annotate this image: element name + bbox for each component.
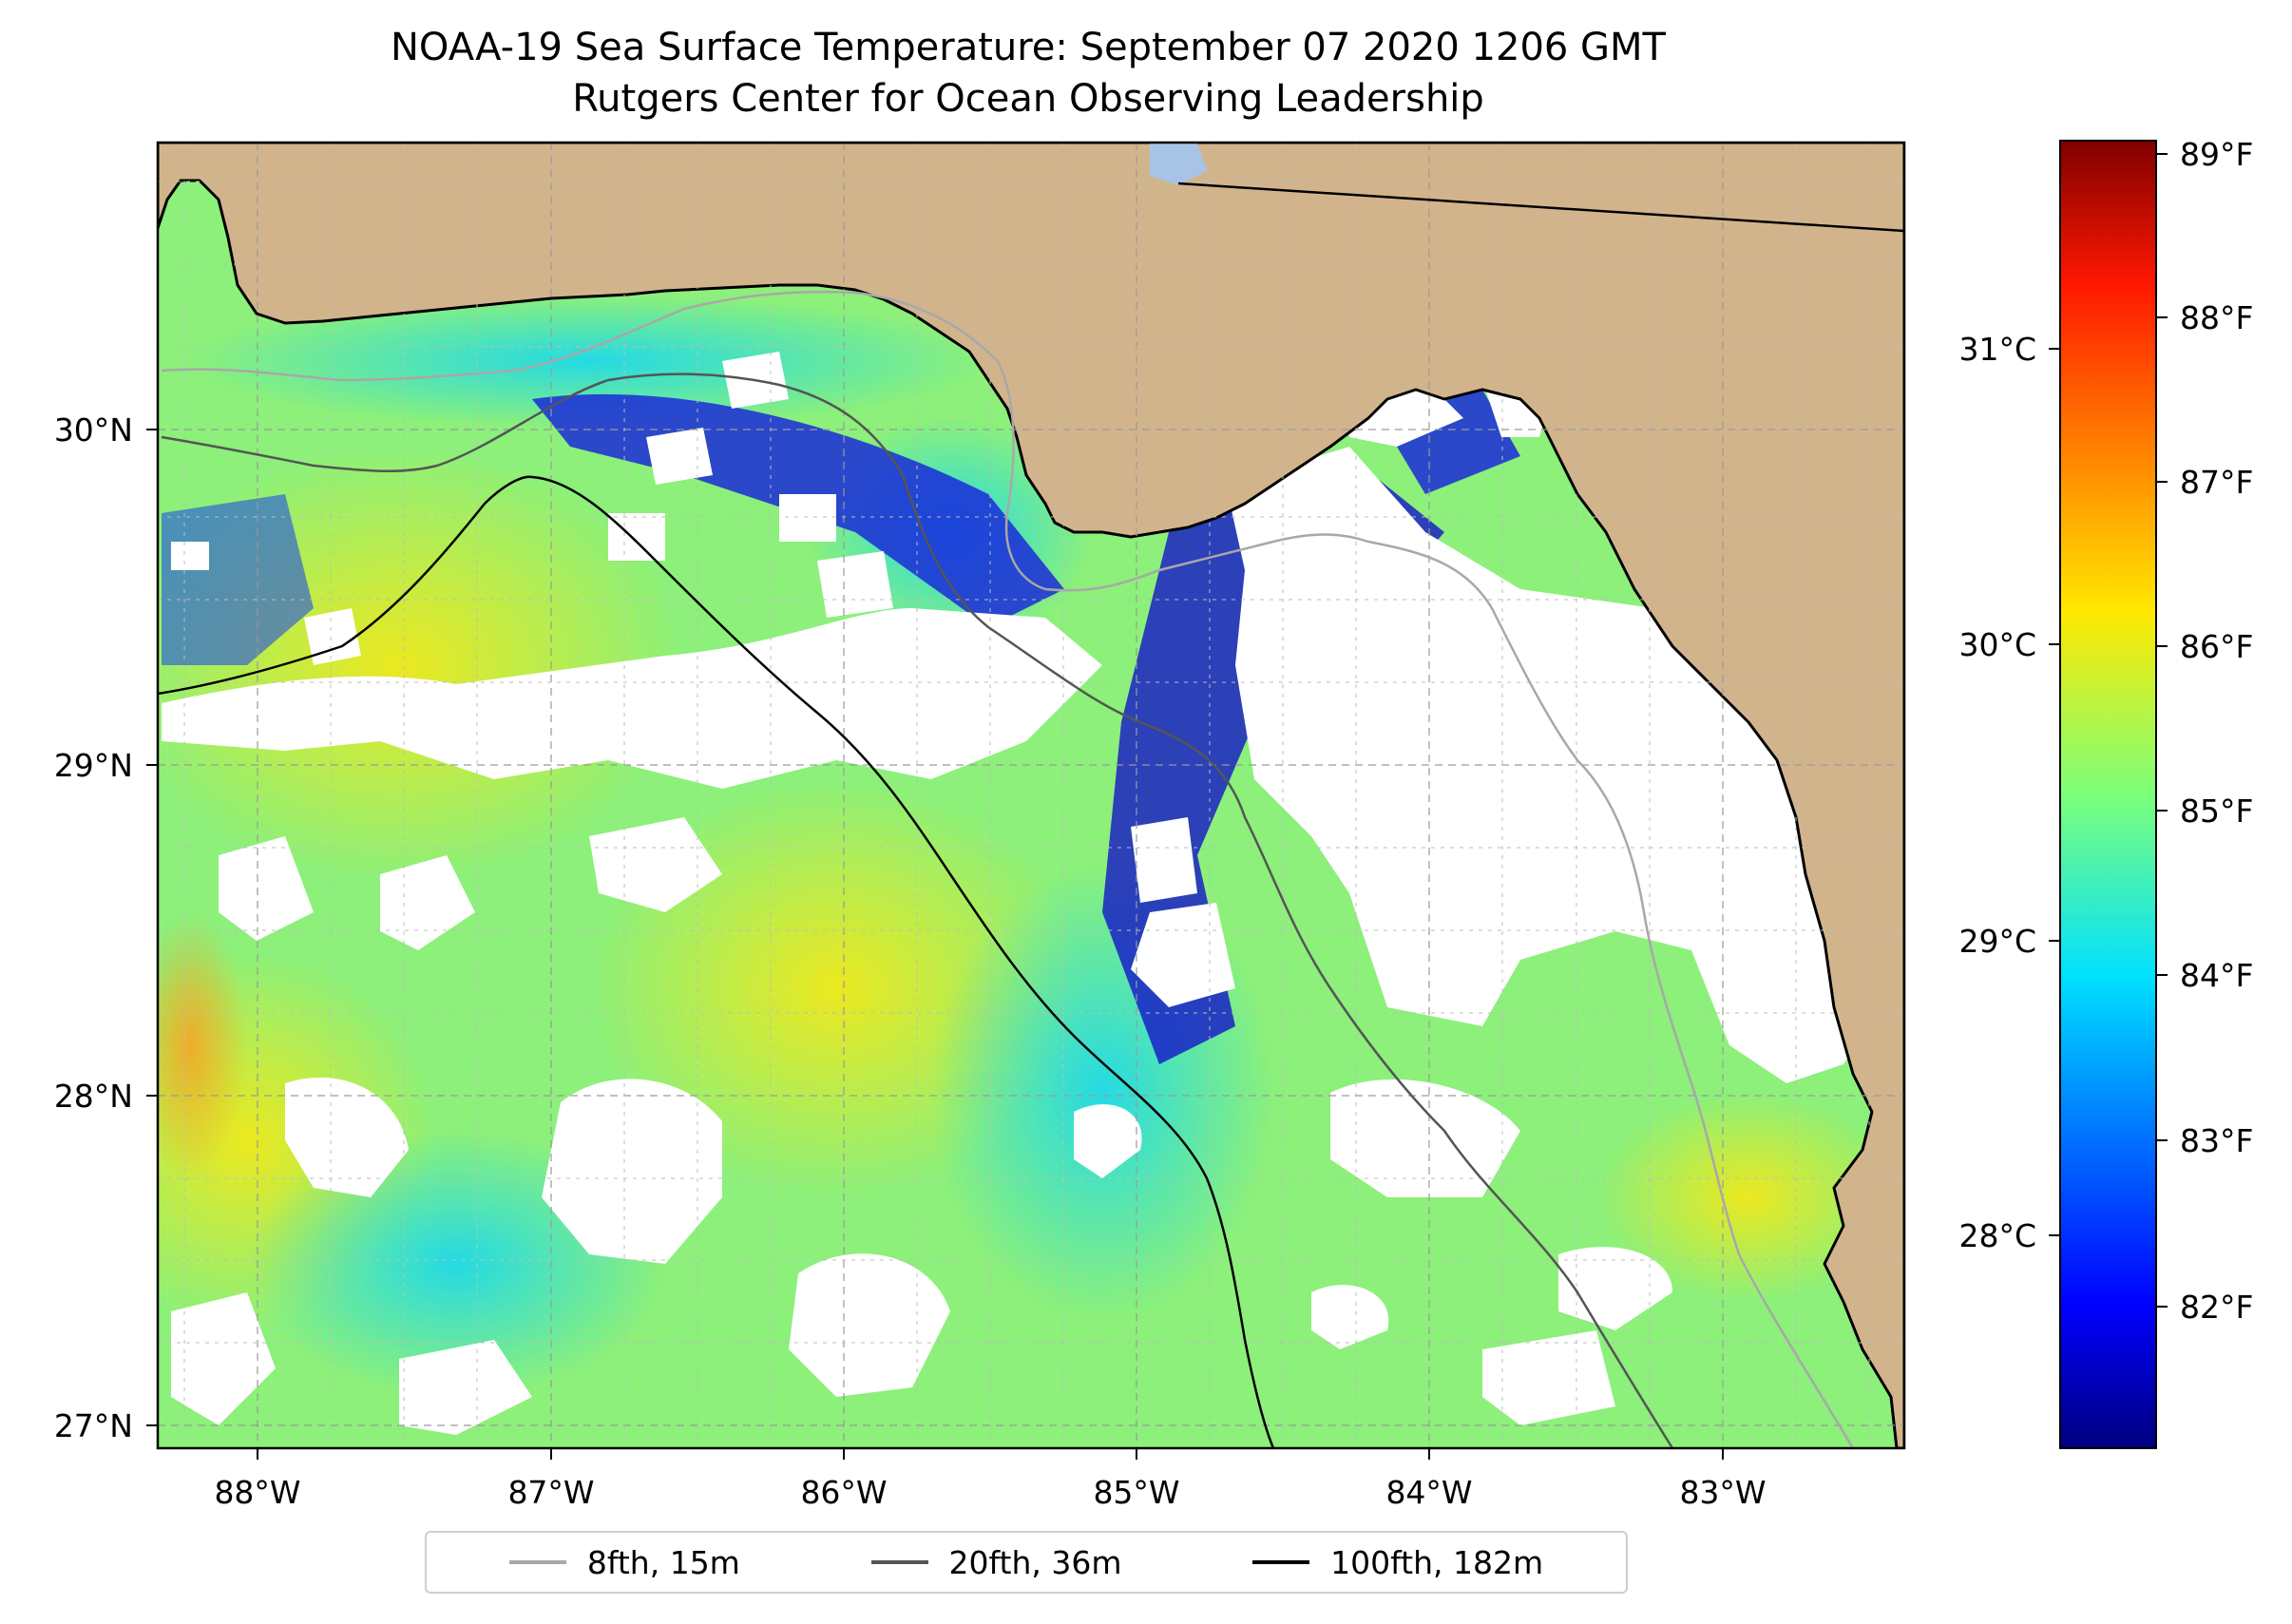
map-area (158, 143, 1904, 1448)
colorbar (2059, 140, 2157, 1449)
gridlines (158, 143, 1904, 1448)
lon-ticks (257, 1448, 1724, 1460)
lat-tick-label: 30°N (54, 411, 133, 449)
colorbar-f-label: 83°F (2180, 1122, 2253, 1159)
lon-tick-label: 86°W (800, 1474, 887, 1511)
land (158, 143, 1904, 1448)
map-title: NOAA-19 Sea Surface Temperature: Septemb… (391, 26, 1666, 69)
lon-tick-label: 87°W (507, 1474, 594, 1511)
lon-tick-label: 88°W (214, 1474, 300, 1511)
colorbar-f-label: 82°F (2180, 1289, 2253, 1326)
sst-cold-band (162, 494, 314, 665)
sst-warm-zone (1596, 1093, 1900, 1302)
colorbar-c-ticks (2049, 348, 2060, 1236)
colorbar-f-ticks (2156, 153, 2168, 1308)
colorbar-c-label: 28°C (1958, 1217, 2036, 1254)
legend-entry-8fth: 8fth, 15m (508, 1543, 740, 1581)
legend-entry-20fth: 20fth, 36m (870, 1543, 1122, 1581)
map-subtitle: Rutgers Center for Ocean Observing Leade… (572, 77, 1484, 121)
lake (1150, 143, 1207, 185)
isobath-20fth-36m (161, 373, 1674, 1448)
missing-data (162, 352, 1881, 1435)
colorbar-f-label: 85°F (2180, 793, 2253, 830)
state-boundary (1177, 182, 1904, 233)
colorbar-c-label: 30°C (1958, 626, 2036, 663)
lat-tick-label: 28°N (54, 1078, 133, 1115)
colorbar-c-label: 31°C (1958, 331, 2036, 368)
lon-tick-label: 85°W (1093, 1474, 1179, 1511)
legend-label: 20fth, 36m (948, 1543, 1122, 1581)
minor-gridlines (158, 143, 1904, 1448)
colorbar-f-label: 89°F (2180, 136, 2253, 173)
sst-cool-zone (190, 295, 988, 428)
legend-swatch (508, 1560, 566, 1564)
isobath-100fth-182m (158, 475, 1275, 1448)
colorbar-f-label: 88°F (2180, 299, 2253, 336)
sst-hot-zone (158, 912, 247, 1178)
lat-tick-label: 29°N (54, 747, 133, 784)
legend-swatch (1252, 1560, 1310, 1564)
colorbar-f-label: 87°F (2180, 464, 2253, 501)
isobath-legend: 8fth, 15m 20fth, 36m 100fth, 182m (425, 1531, 1628, 1594)
colorbar-c-label: 29°C (1958, 923, 2036, 960)
colorbar-f-label: 84°F (2180, 957, 2253, 994)
isobath-8fth-15m (161, 290, 1855, 1448)
lon-tick-label: 84°W (1385, 1474, 1472, 1511)
lon-tick-label: 83°W (1679, 1474, 1766, 1511)
legend-swatch (870, 1560, 928, 1564)
legend-entry-100fth: 100fth, 182m (1252, 1544, 1543, 1581)
legend-label: 100fth, 182m (1330, 1543, 1544, 1581)
colorbar-f-label: 86°F (2180, 628, 2253, 665)
lat-ticks (146, 429, 158, 1426)
map-frame (156, 141, 1906, 1450)
legend-label: 8fth, 15m (586, 1543, 740, 1581)
lat-tick-label: 27°N (54, 1407, 133, 1444)
